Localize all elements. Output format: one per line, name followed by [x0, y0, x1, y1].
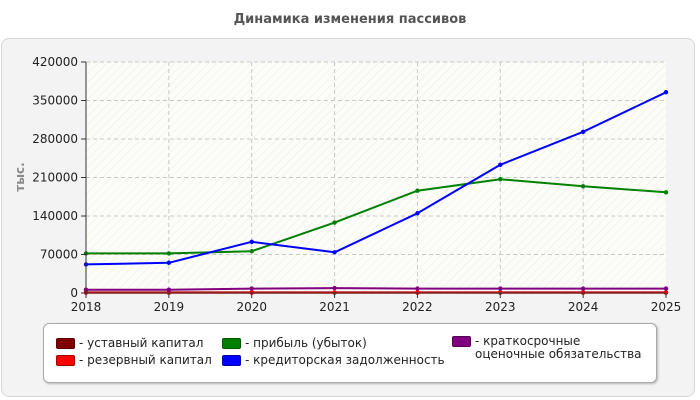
x-tick-label: 2022 [402, 300, 433, 314]
legend-swatch [56, 355, 75, 366]
data-point [166, 251, 172, 256]
y-tick-label: 210000 [32, 171, 78, 185]
legend-label: - уставный капитал [79, 336, 204, 350]
legend-label: - прибыль (убыток) [245, 336, 367, 350]
data-point [332, 285, 337, 291]
data-point [415, 211, 420, 216]
series-line-3 [85, 91, 667, 266]
data-point [663, 190, 669, 195]
x-tick-label: 2024 [568, 300, 599, 314]
y-tick-label: 0 [70, 286, 78, 300]
data-point [332, 220, 337, 225]
legend-swatch [222, 355, 241, 366]
legend-label: - кредиторская задолженность [245, 353, 445, 367]
y-axis-label: тыс. [13, 162, 27, 191]
data-point [498, 162, 503, 168]
y-tick-label: 140000 [32, 209, 78, 223]
x-tick-label: 2019 [154, 300, 185, 314]
data-point [663, 90, 669, 95]
legend-swatch [56, 338, 75, 349]
data-point [166, 260, 172, 265]
legend-label: - резервный капитал [79, 353, 212, 367]
legend-swatch [222, 338, 241, 349]
series-line-4 [86, 287, 666, 291]
data-point [663, 286, 669, 291]
y-tick-label: 70000 [40, 248, 78, 262]
legend-label: - краткосрочные оценочные обязательства [475, 334, 642, 361]
data-point [249, 239, 254, 245]
data-point [249, 286, 254, 291]
x-tick-label: 2023 [485, 300, 516, 314]
data-point [580, 184, 586, 189]
y-tick-label: 420000 [32, 55, 78, 69]
data-point [166, 287, 172, 292]
x-tick-label: 2020 [236, 300, 267, 314]
data-point [580, 286, 586, 291]
x-tick-label: 2025 [651, 300, 682, 314]
y-tick-label: 350000 [32, 94, 78, 108]
chart-title: Динамика изменения пассивов [233, 12, 467, 27]
data-point [415, 188, 420, 193]
data-point [498, 176, 503, 182]
x-tick-label: 2021 [319, 300, 350, 314]
legend: - уставный капитал - резервный капитал -… [43, 323, 657, 383]
data-point [332, 250, 337, 255]
series-line-2 [86, 178, 667, 255]
x-tick-label: 2018 [71, 300, 102, 314]
data-point [498, 286, 503, 291]
legend-swatch [452, 336, 471, 347]
data-point [580, 129, 586, 135]
data-point [249, 249, 254, 254]
data-point [415, 286, 420, 291]
y-tick-label: 280000 [32, 132, 78, 146]
